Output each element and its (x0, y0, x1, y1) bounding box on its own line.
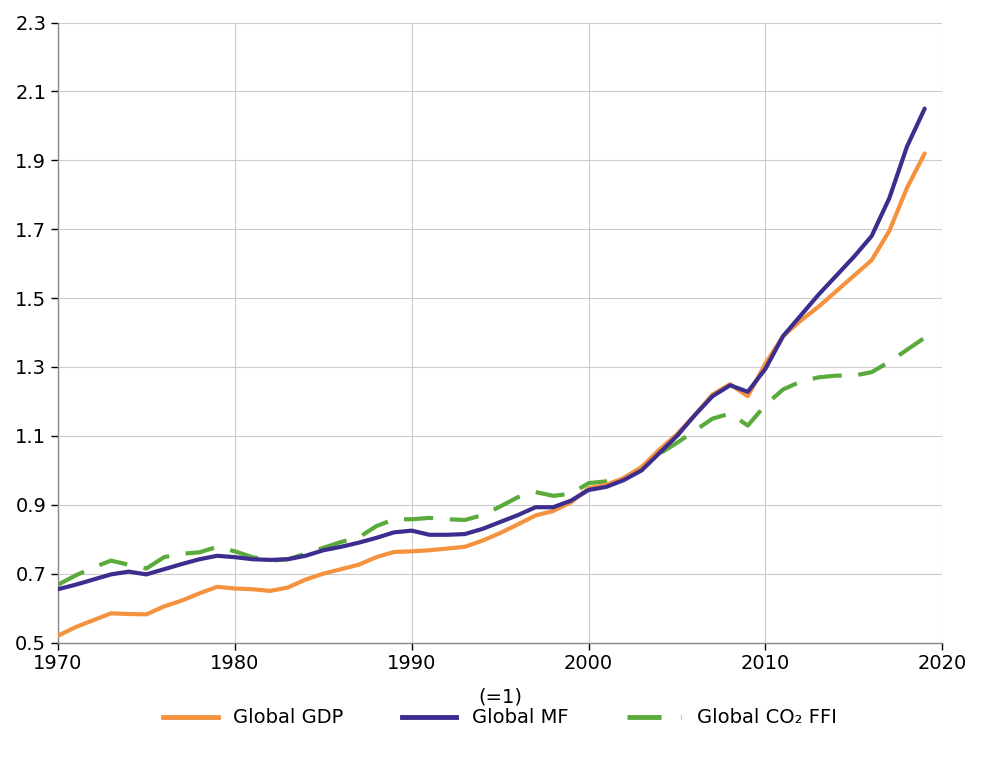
Legend: Global GDP, Global MF, Global CO₂ FFI: Global GDP, Global MF, Global CO₂ FFI (156, 701, 845, 735)
X-axis label: (=1): (=1) (478, 687, 522, 706)
